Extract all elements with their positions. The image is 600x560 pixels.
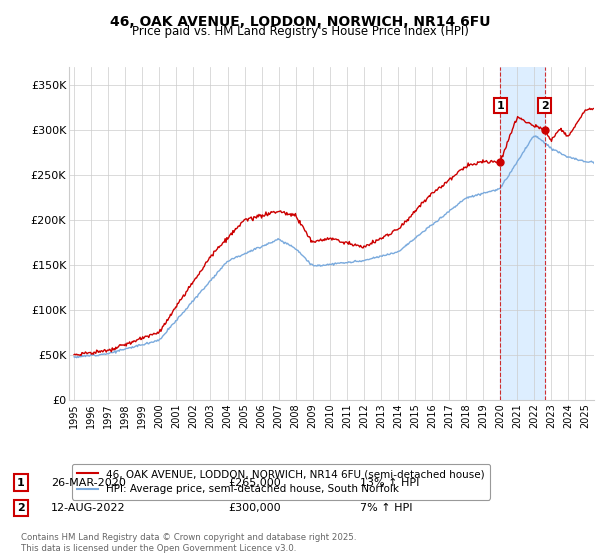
Text: 46, OAK AVENUE, LODDON, NORWICH, NR14 6FU: 46, OAK AVENUE, LODDON, NORWICH, NR14 6F… [110, 15, 490, 29]
Text: Price paid vs. HM Land Registry's House Price Index (HPI): Price paid vs. HM Land Registry's House … [131, 25, 469, 38]
Text: £300,000: £300,000 [228, 503, 281, 513]
Text: 26-MAR-2020: 26-MAR-2020 [51, 478, 126, 488]
Text: 12-AUG-2022: 12-AUG-2022 [51, 503, 125, 513]
Bar [500, 67, 545, 400]
Text: £265,000: £265,000 [228, 478, 281, 488]
Text: 1: 1 [17, 478, 25, 488]
Legend: 46, OAK AVENUE, LODDON, NORWICH, NR14 6FU (semi-detached house), HPI: Average pr: 46, OAK AVENUE, LODDON, NORWICH, NR14 6F… [71, 464, 490, 500]
Text: 13% ↑ HPI: 13% ↑ HPI [360, 478, 419, 488]
Text: 7% ↑ HPI: 7% ↑ HPI [360, 503, 413, 513]
Text: 2: 2 [541, 101, 548, 111]
Text: Contains HM Land Registry data © Crown copyright and database right 2025.
This d: Contains HM Land Registry data © Crown c… [21, 533, 356, 553]
Text: 1: 1 [496, 101, 504, 111]
Text: 2: 2 [17, 503, 25, 513]
